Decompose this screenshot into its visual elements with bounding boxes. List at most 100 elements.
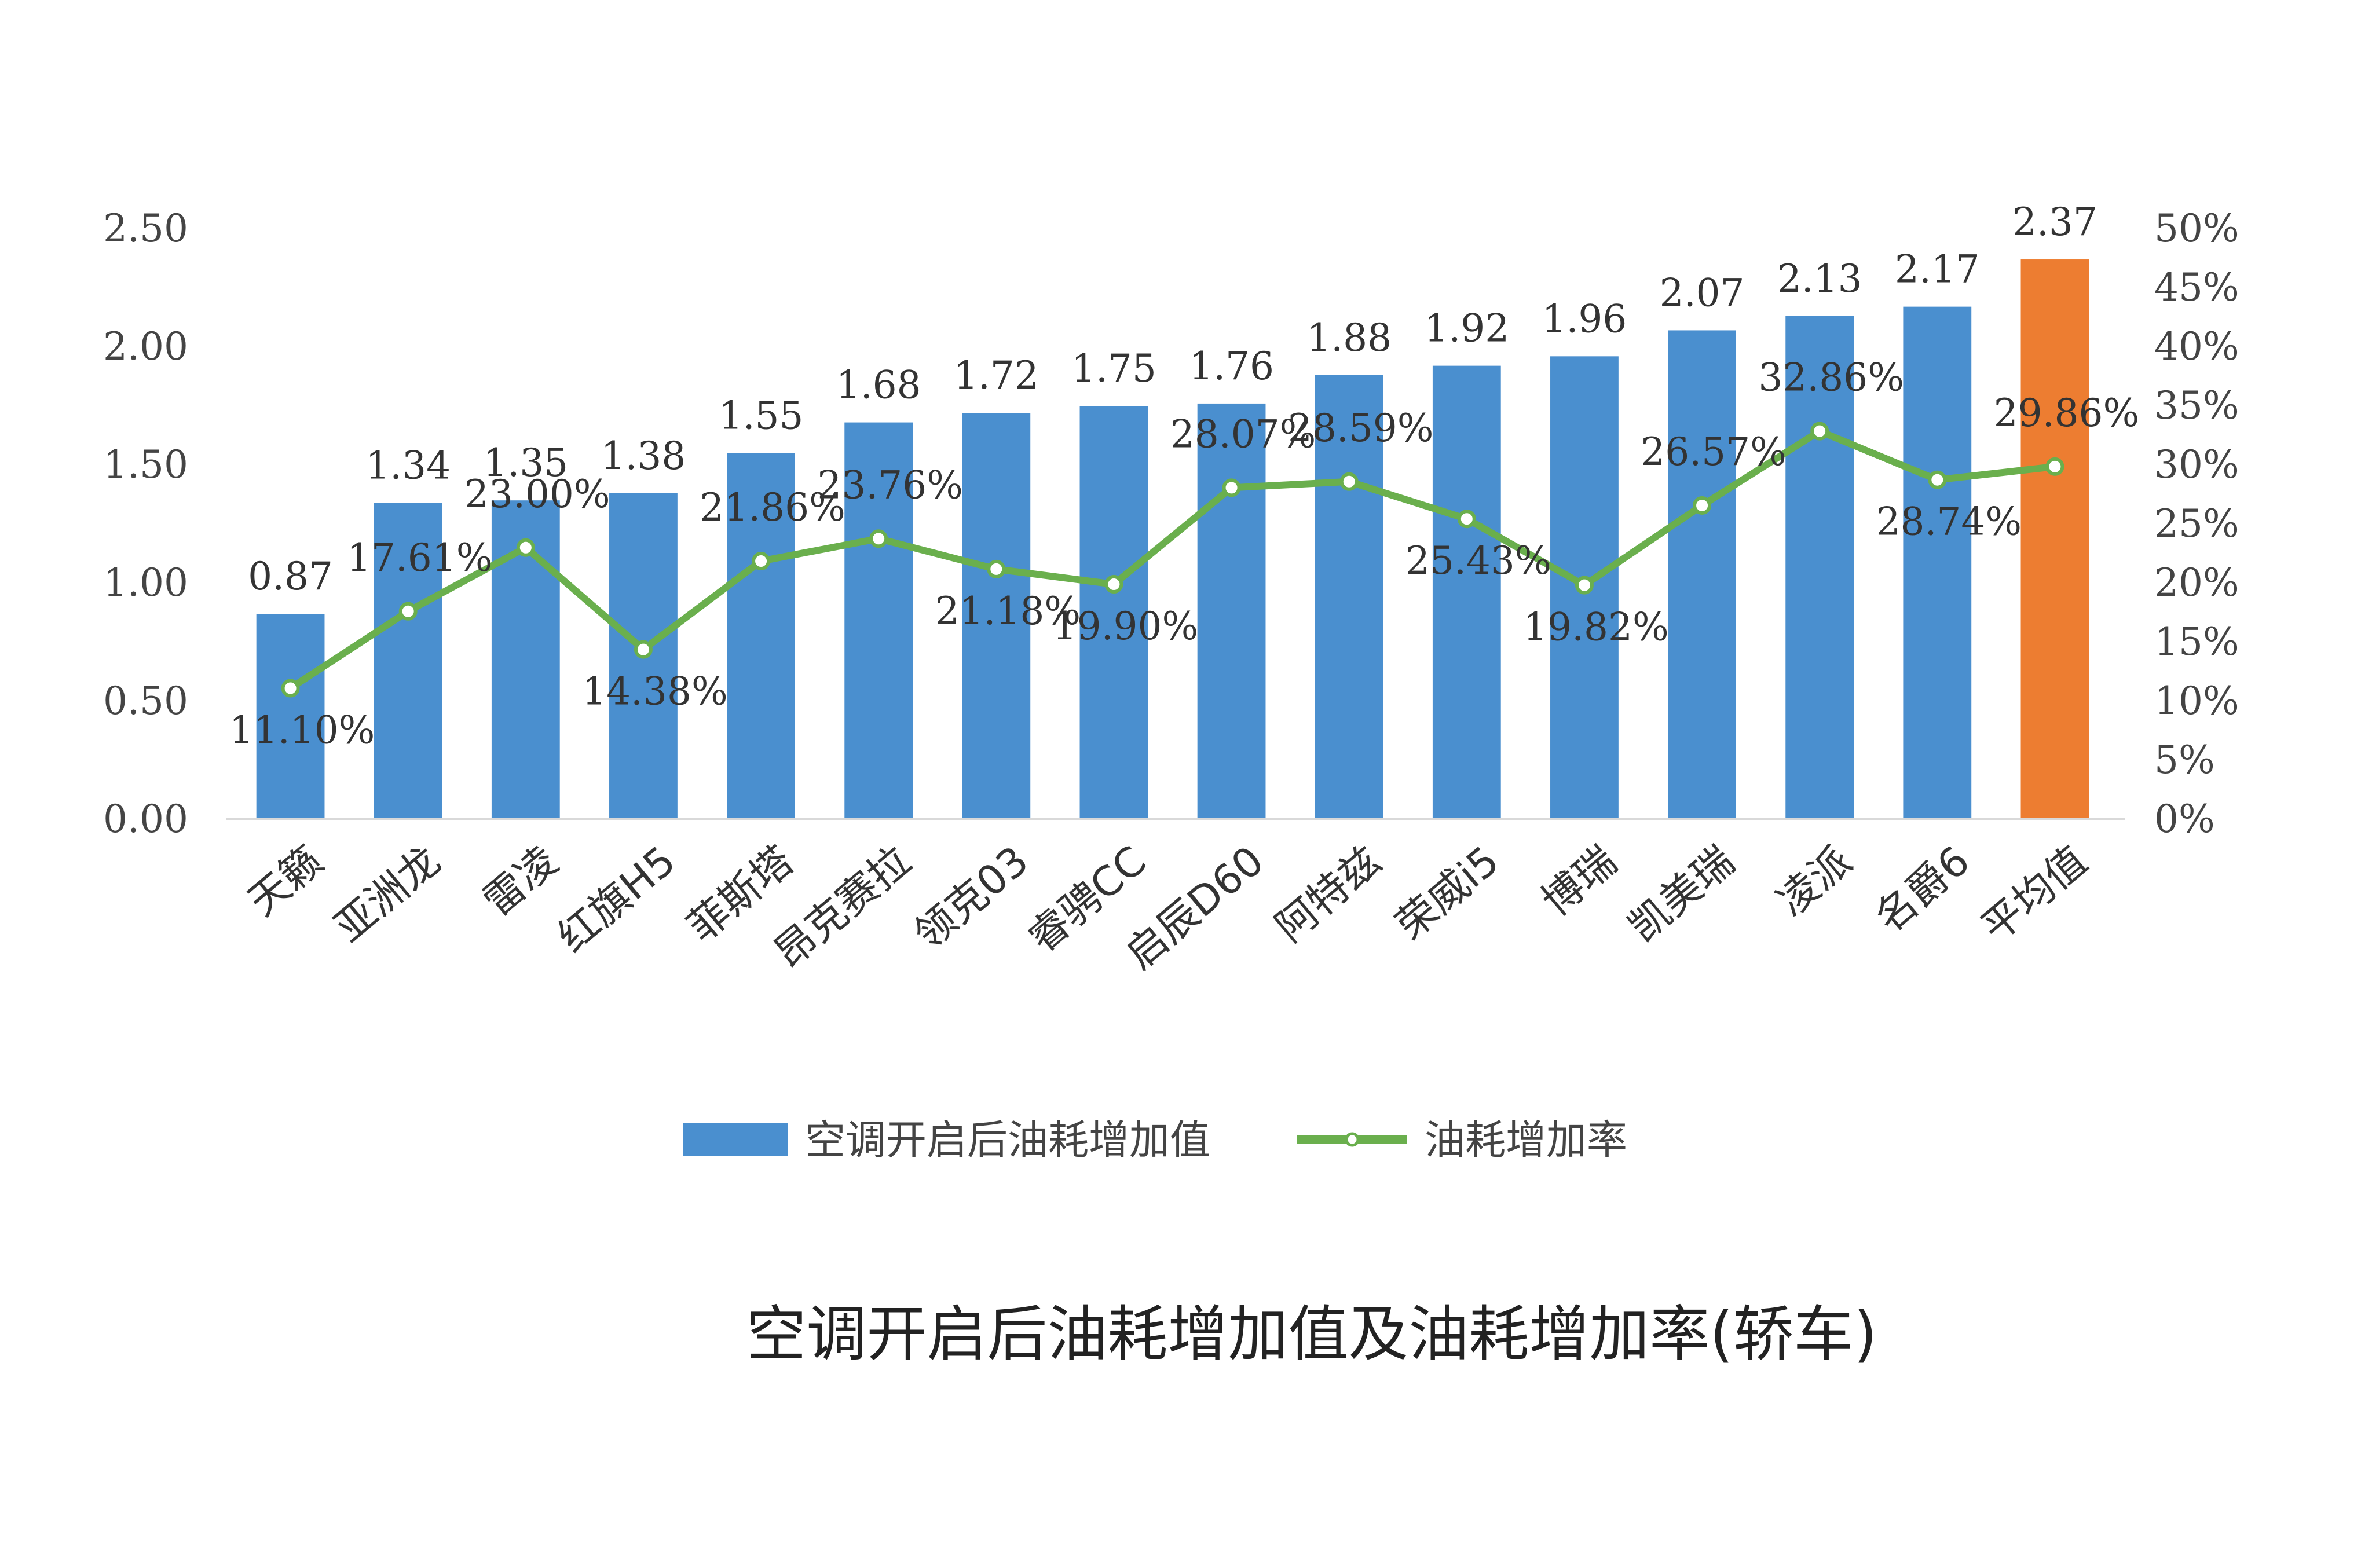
- axes-layer: 0.00 0.50 1.00 1.50 2.00 2.50 0% 5% 10% 15% 20% 25%…: [103, 206, 2239, 841]
- rate-point: [1693, 496, 1712, 515]
- rate-value-label: 17.61%: [347, 536, 493, 580]
- category-label: 领克03: [905, 837, 1037, 958]
- category-label: 名爵6: [1866, 837, 1978, 941]
- rate-value-label: 26.57%: [1641, 430, 1787, 474]
- rate-point: [1104, 575, 1123, 594]
- bar-average: [2020, 259, 2089, 819]
- legend-bar-swatch: [683, 1123, 788, 1156]
- rate-line: [288, 427, 2056, 691]
- rate-value-label: 21.86%: [700, 485, 845, 530]
- y-right-tick-label: 5%: [2154, 738, 2215, 782]
- bar: [1432, 365, 1501, 819]
- rate-value-label: 23.00%: [464, 472, 610, 516]
- bar: [727, 453, 795, 819]
- bar: [844, 422, 913, 819]
- rate-value-label: 19.90%: [1053, 604, 1199, 649]
- legend-line-label: 油耗增加率: [1425, 1116, 1627, 1164]
- category-label: 阿特兹: [1266, 837, 1390, 951]
- rate-point: [516, 538, 535, 557]
- y-left-tick-label: 2.00: [103, 324, 188, 369]
- line-layer: [281, 422, 2064, 698]
- rate-point: [634, 640, 653, 659]
- chart-title: 空调开启后油耗增加值及油耗增加率(轿车): [746, 1299, 1877, 1369]
- rate-point: [752, 552, 771, 571]
- y-right-tick-label: 45%: [2154, 265, 2239, 310]
- rate-value-label: 25.43%: [1405, 538, 1551, 583]
- rate-point: [1457, 510, 1476, 529]
- category-label: 凯美瑞: [1619, 837, 1743, 951]
- bar-value-label: 1.38: [601, 434, 686, 478]
- bar-value-label: 1.96: [1542, 296, 1627, 341]
- bar-value-label: 1.88: [1306, 316, 1392, 360]
- rate-value-label: 19.82%: [1523, 605, 1669, 650]
- legend-bar-label: 空调开启后油耗增加值: [805, 1116, 1210, 1164]
- rate-point: [398, 602, 418, 621]
- y-right-tick-label: 30%: [2154, 442, 2239, 487]
- rate-value-label: 28.74%: [1876, 500, 2022, 544]
- category-label: 亚洲龙: [325, 837, 449, 951]
- rate-value-label: 14.38%: [582, 669, 728, 714]
- y-right-tick-label: 40%: [2154, 324, 2239, 369]
- y-right-tick-label: 35%: [2154, 383, 2239, 428]
- rate-value-label: 28.59%: [1288, 406, 1434, 450]
- bar: [1079, 406, 1148, 819]
- y-right-tick-label: 0%: [2154, 797, 2215, 841]
- y-right-tick-label: 25%: [2154, 501, 2239, 546]
- rate-value-label: 32.86%: [1758, 356, 1904, 400]
- y-left-tick-label: 2.50: [103, 206, 188, 251]
- rate-point: [869, 529, 888, 548]
- y-left-tick-label: 1.50: [103, 442, 188, 487]
- bar-value-label: 2.17: [1895, 247, 1980, 292]
- bar: [374, 503, 442, 819]
- bar-value-label: 2.37: [2012, 200, 2098, 244]
- rate-point: [1222, 478, 1241, 497]
- bar-value-label: 1.75: [1071, 346, 1156, 391]
- rate-point: [281, 679, 300, 698]
- bar-value-label: 1.72: [954, 353, 1039, 398]
- y-left-tick-label: 0.00: [103, 797, 188, 841]
- bar: [962, 413, 1031, 819]
- y-left-tick-label: 0.50: [103, 679, 188, 723]
- bar: [1668, 330, 1736, 819]
- bar-value-label: 2.07: [1660, 270, 1745, 315]
- bar-value-label: 1.68: [836, 363, 921, 408]
- bar-value-label: 0.87: [248, 554, 333, 599]
- legend: 空调开启后油耗增加值 油耗增加率: [683, 1116, 1627, 1164]
- bar: [1785, 316, 1854, 819]
- bar-value-label: 1.92: [1424, 306, 1509, 351]
- rate-value-label: 21.18%: [935, 589, 1081, 633]
- rate-point: [2045, 457, 2064, 476]
- rate-point: [1339, 472, 1359, 491]
- rate-point: [1810, 422, 1829, 441]
- y-left-tick-label: 1.00: [103, 560, 188, 605]
- y-right-tick-label: 15%: [2154, 620, 2239, 664]
- bar-value-label: 1.76: [1189, 344, 1274, 389]
- rate-value-label: 28.07%: [1170, 412, 1316, 456]
- rate-point: [987, 559, 1006, 578]
- rate-value-label: 29.86%: [1994, 391, 2140, 435]
- bar: [1903, 306, 1972, 819]
- bar-value-label: 1.34: [365, 443, 451, 488]
- rate-value-label: 23.76%: [817, 463, 963, 507]
- category-label: 凌派: [1768, 837, 1861, 925]
- bar-value-label: 2.13: [1777, 257, 1862, 301]
- y-right-tick-label: 20%: [2154, 560, 2239, 605]
- rate-point: [1575, 576, 1594, 595]
- category-label: 平均值: [1972, 837, 2096, 951]
- bars-layer: [256, 259, 2089, 819]
- bar: [256, 614, 325, 819]
- rate-value-label: 11.10%: [229, 708, 375, 753]
- category-label: 红旗H5: [548, 837, 684, 961]
- category-label: 天籁: [239, 837, 332, 925]
- bar: [1315, 375, 1383, 819]
- category-label: 博瑞: [1533, 837, 1626, 925]
- category-label: 雷凌: [474, 837, 567, 925]
- legend-line-marker: [1345, 1132, 1360, 1147]
- category-label: 荣威i5: [1387, 837, 1508, 949]
- rate-point: [1928, 470, 1947, 489]
- y-right-tick-label: 50%: [2154, 206, 2239, 251]
- bar: [1197, 403, 1266, 819]
- bar-value-label: 1.55: [719, 394, 804, 438]
- y-right-tick-label: 10%: [2154, 679, 2239, 723]
